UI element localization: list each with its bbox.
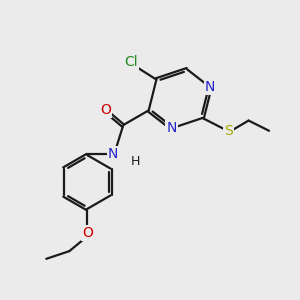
Text: S: S (224, 124, 233, 138)
Text: N: N (167, 121, 177, 135)
Text: O: O (100, 103, 111, 117)
Text: Cl: Cl (124, 55, 138, 69)
Text: N: N (108, 147, 118, 161)
Text: H: H (131, 155, 141, 168)
Text: O: O (82, 226, 93, 240)
Text: N: N (205, 80, 215, 94)
